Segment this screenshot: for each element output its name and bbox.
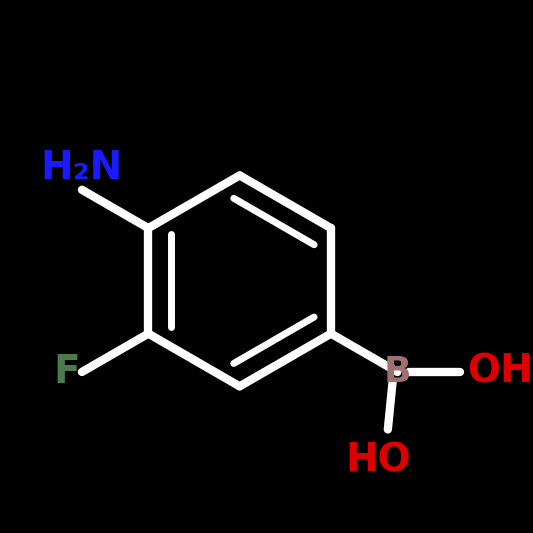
Text: H₂N: H₂N bbox=[41, 149, 123, 188]
Text: HO: HO bbox=[345, 441, 411, 480]
Text: OH: OH bbox=[467, 353, 532, 391]
Text: F: F bbox=[53, 353, 79, 391]
Text: B: B bbox=[384, 355, 411, 389]
